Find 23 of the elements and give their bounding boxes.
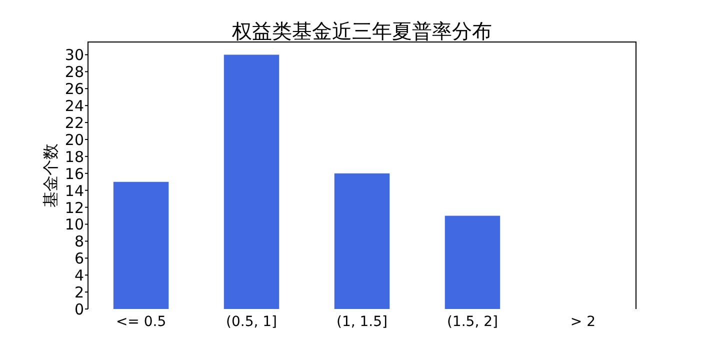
y-tick-label: 2 [74, 284, 84, 302]
y-tick-label: 12 [64, 198, 84, 217]
y-tick-label: 30 [64, 46, 84, 64]
x-tick-label: <= 0.5 [116, 314, 166, 330]
x-tick-label: (1, 1.5] [336, 314, 388, 330]
y-tick-label: 4 [74, 266, 84, 285]
y-tick-label: 8 [74, 232, 84, 251]
y-axis-title: 基金个数 [41, 144, 60, 208]
y-tick-label: 10 [64, 216, 84, 234]
x-tick-label: (1.5, 2] [446, 314, 498, 330]
y-tick-label: 6 [74, 250, 84, 268]
y-tick-label: 18 [64, 148, 84, 166]
y-tick-label: 16 [64, 164, 84, 183]
chart-title: 权益类基金近三年夏普率分布 [231, 19, 492, 43]
y-tick-label: 22 [64, 114, 84, 132]
y-tick-label: 28 [64, 63, 84, 82]
y-tick-label: 20 [64, 130, 84, 149]
y-tick-label: 26 [64, 80, 84, 98]
x-tick-label: > 2 [570, 314, 596, 330]
y-tick-label: 24 [64, 97, 84, 116]
y-tick-label: 14 [64, 182, 84, 200]
x-tick-label: (0.5, 1] [226, 314, 278, 330]
y-tick-label: 0 [74, 300, 84, 318]
